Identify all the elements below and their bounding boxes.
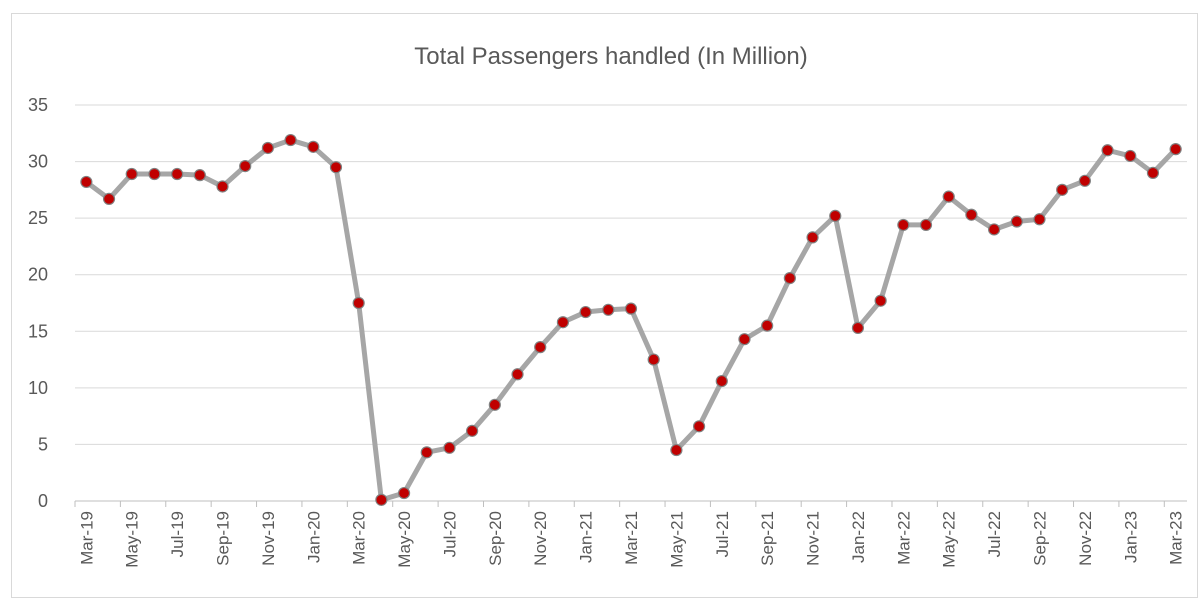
x-tick-label: May-20 [395, 511, 414, 568]
data-point [829, 209, 842, 222]
data-point [647, 353, 660, 366]
x-tick-label: Nov-21 [804, 511, 823, 566]
x-tick-label: Nov-20 [531, 511, 550, 566]
x-tick-label: Sep-21 [758, 511, 777, 566]
data-point [125, 167, 138, 181]
data-point [1101, 144, 1114, 157]
x-tick-label: Mar-23 [1167, 511, 1186, 565]
data-point [148, 167, 161, 181]
y-tick-label: 15 [28, 321, 48, 341]
x-tick-label: Mar-19 [77, 511, 96, 565]
x-tick-label: Jan-20 [304, 511, 323, 563]
data-point [284, 133, 297, 147]
y-tick-label: 35 [28, 95, 48, 115]
data-point [942, 190, 955, 203]
data-point [988, 223, 1001, 236]
data-point [1056, 183, 1069, 196]
y-tick-label: 20 [28, 265, 48, 285]
data-point [624, 302, 638, 315]
data-point [329, 161, 343, 174]
gridlines [75, 104, 1187, 445]
data-point [692, 420, 706, 433]
x-tick-label: Jul-20 [440, 511, 459, 557]
x-tick-label: Jul-22 [985, 511, 1004, 557]
data-point [420, 446, 433, 459]
y-tick-label: 25 [28, 208, 48, 228]
x-tick-label: Mar-21 [622, 511, 641, 565]
y-tick-label: 5 [38, 434, 48, 454]
data-point [307, 140, 320, 153]
data-point [1078, 174, 1091, 187]
data-point [102, 192, 116, 206]
data-point [261, 141, 274, 155]
data-point [443, 441, 456, 454]
data-point [1146, 166, 1160, 179]
series-passengers [80, 133, 1182, 506]
x-axis-tick-labels: Mar-19 May-19 Jul-19 Sep-19 Nov-19 Jan-20 Mar-… [77, 511, 1185, 568]
x-tick-label: Jul-21 [713, 511, 732, 557]
y-axis-tick-labels: 0 5 10 15 20 25 30 35 [28, 95, 48, 511]
data-point [783, 272, 796, 285]
y-tick-label: 30 [28, 152, 48, 172]
data-point [466, 424, 479, 437]
x-tick-label: May-22 [940, 511, 959, 568]
y-tick-label: 0 [38, 491, 48, 511]
data-point [919, 218, 933, 232]
data-point [216, 180, 229, 193]
data-point [806, 231, 819, 244]
series-line [83, 137, 1179, 503]
x-tick-label: Mar-22 [894, 511, 913, 565]
x-tick-label: Sep-19 [214, 511, 233, 566]
data-point [397, 486, 411, 500]
data-point [1124, 149, 1137, 163]
data-point [874, 294, 887, 307]
x-tick-label: Mar-20 [350, 511, 369, 565]
data-point [80, 175, 93, 189]
data-point [375, 493, 388, 506]
data-point [193, 169, 206, 182]
data-point [1010, 215, 1023, 228]
x-tick-label: Jan-21 [577, 511, 596, 563]
data-point [352, 296, 365, 310]
data-point [556, 316, 570, 329]
data-point [1033, 213, 1046, 226]
y-tick-label: 10 [28, 378, 48, 398]
x-tick-label: Sep-20 [486, 511, 505, 566]
data-point [965, 208, 978, 221]
data-point [715, 374, 728, 388]
data-point [761, 319, 774, 332]
data-point [602, 303, 615, 316]
data-point [851, 321, 865, 334]
data-point [738, 333, 751, 346]
data-point [670, 443, 683, 457]
data-point [534, 341, 547, 354]
data-point [488, 398, 501, 411]
data-point [579, 305, 592, 319]
x-tick-label: Nov-19 [259, 511, 278, 566]
x-tick-label: Nov-22 [1076, 511, 1095, 566]
x-tick-label: Jul-19 [168, 511, 187, 557]
data-point [171, 167, 184, 181]
data-point [239, 159, 252, 173]
data-point [897, 218, 910, 232]
data-point [1169, 143, 1182, 156]
chart-title: Total Passengers handled (In Million) [414, 43, 808, 70]
x-tick-label: Jan-23 [1121, 511, 1140, 563]
axes [74, 500, 1187, 507]
x-tick-label: May-21 [667, 511, 686, 568]
x-tick-label: May-19 [123, 511, 142, 568]
x-tick-label: Jan-22 [849, 511, 868, 563]
data-point [511, 368, 524, 381]
x-tick-label: Sep-22 [1030, 511, 1049, 566]
